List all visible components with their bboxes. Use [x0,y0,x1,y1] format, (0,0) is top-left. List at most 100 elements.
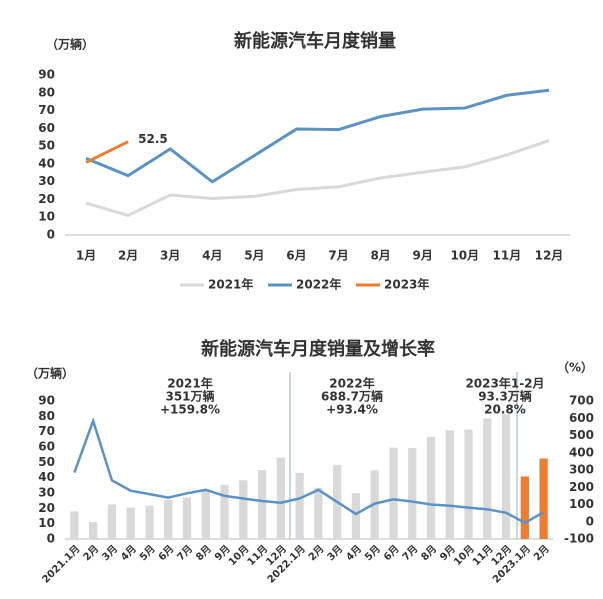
x-tick-label: 3月 [100,543,120,563]
x-tick-label: 5月 [137,543,157,563]
x-tick-label: 7月 [328,249,348,263]
x-tick-label: 11月 [493,249,522,263]
x-tick-label: 4月 [202,249,222,263]
x-tick-label: 6月 [286,249,306,263]
bar [164,499,173,539]
x-tick-label: 2021.1月 [40,543,83,586]
x-tick-label: 7月 [175,543,195,563]
y-tick-label: 70 [38,424,55,438]
y2-tick-label: 200 [569,480,594,494]
x-tick-label: 3月 [160,249,180,263]
annotation: 93.3万辆 [478,389,532,404]
line [85,140,129,164]
x-tick-label: 2月 [531,543,551,563]
x-tick-label: 6月 [156,543,176,563]
bar [408,448,417,539]
annotation: +93.4% [326,403,378,417]
x-tick-label: 11月 [245,543,270,568]
bar [201,489,210,539]
bar [426,436,436,539]
x-tick-label: 12月 [535,249,564,263]
y2-unit: （%） [557,360,593,375]
y2-tick-label: 400 [569,445,594,459]
y-tick-label: 0 [47,532,55,546]
annotation: 2021年 [167,376,212,391]
x-tick-label: 4月 [344,543,364,563]
y-tick-label: 0 [47,228,55,242]
x-tick-label: 4月 [118,543,138,563]
line [85,88,550,184]
bar [107,504,117,539]
y-tick-label: 70 [38,103,55,117]
y-tick-label: 40 [38,156,55,170]
y-tick-label: 40 [38,470,55,484]
bar [464,429,473,539]
bar [483,418,492,539]
bar [501,414,511,539]
bar [182,497,192,539]
x-tick-label: 5月 [362,543,382,563]
y-tick-label: 50 [38,139,55,153]
x-tick-label: 10月 [451,543,476,568]
line [73,416,545,525]
bar [520,476,529,539]
y-tick-label: 50 [38,455,55,469]
bar [145,505,154,539]
y-tick-label: 20 [38,192,55,206]
y-tick-label: 60 [38,121,55,135]
legend-label: 2021年 [208,277,253,292]
x-tick-label: 11月 [470,543,495,568]
legend-label: 2023年 [384,277,429,292]
y-unit: （万辆） [26,366,74,381]
y2-tick-label: 700 [569,394,594,408]
y2-tick-label: 300 [569,463,594,477]
chart-title: 新能源汽车月度销量 [234,30,396,52]
x-tick-label: 8月 [370,249,390,263]
x-tick-label: 1月 [76,249,96,263]
y-tick-label: 90 [38,394,55,408]
y2-tick-label: 100 [569,497,594,511]
bar [389,447,398,539]
bar [445,430,454,539]
bar [314,487,323,539]
y-tick-label: 20 [38,501,55,515]
y-tick-label: 90 [38,68,55,82]
x-tick-label: 3月 [325,543,345,563]
annotation: +159.8% [160,403,220,417]
y-tick-label: 80 [38,409,55,423]
legend-label: 2022年 [296,277,341,292]
bar [70,511,79,539]
y-tick-label: 10 [38,516,55,530]
x-tick-label: 2月 [81,543,101,563]
bar [276,457,285,539]
bar [351,493,361,539]
annotation: 2022年 [329,376,374,391]
annotation: 351万辆 [165,389,214,404]
line [85,139,550,218]
bar [126,507,135,539]
x-tick-label: 8月 [419,543,439,563]
y-tick-label: 60 [38,440,55,454]
x-tick-label: 6月 [381,543,401,563]
y2-tick-label: 0 [586,514,594,528]
bar [539,458,548,539]
annotation: 688.7万辆 [321,389,383,404]
chart-title: 新能源汽车月度销量及增长率 [201,338,435,360]
y-tick-label: 80 [38,85,55,99]
annotation: 2023年1-2月 [465,376,544,391]
x-tick-label: 10月 [226,543,251,568]
annotation: 20.8% [484,403,526,417]
y2-tick-label: 500 [569,428,594,442]
x-tick-label: 2月 [306,543,326,563]
bar [257,470,267,539]
x-tick-label: 8月 [194,543,214,563]
bar [295,472,304,539]
bar [239,480,248,539]
y-tick-label: 30 [38,486,55,500]
y-tick-label: 30 [38,174,55,188]
bar [89,522,98,539]
x-tick-label: 9月 [413,249,433,263]
data-label: 52.5 [138,132,168,146]
x-tick-label: 5月 [244,249,264,263]
